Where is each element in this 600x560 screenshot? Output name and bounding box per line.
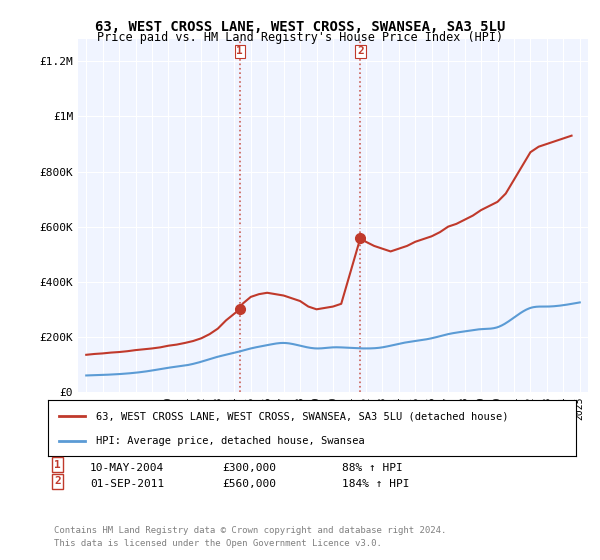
Text: 10-MAY-2004: 10-MAY-2004	[90, 463, 164, 473]
Text: 63, WEST CROSS LANE, WEST CROSS, SWANSEA, SA3 5LU: 63, WEST CROSS LANE, WEST CROSS, SWANSEA…	[95, 20, 505, 34]
Text: HPI: Average price, detached house, Swansea: HPI: Average price, detached house, Swan…	[95, 436, 364, 446]
Text: This data is licensed under the Open Government Licence v3.0.: This data is licensed under the Open Gov…	[54, 539, 382, 548]
Text: £300,000: £300,000	[222, 463, 276, 473]
Text: 01-SEP-2011: 01-SEP-2011	[90, 479, 164, 489]
Text: 1: 1	[54, 460, 61, 470]
Text: Price paid vs. HM Land Registry's House Price Index (HPI): Price paid vs. HM Land Registry's House …	[97, 31, 503, 44]
Text: 2: 2	[357, 46, 364, 56]
Text: 88% ↑ HPI: 88% ↑ HPI	[342, 463, 403, 473]
Text: Contains HM Land Registry data © Crown copyright and database right 2024.: Contains HM Land Registry data © Crown c…	[54, 526, 446, 535]
Text: 2: 2	[54, 477, 61, 487]
Text: 184% ↑ HPI: 184% ↑ HPI	[342, 479, 409, 489]
Text: £560,000: £560,000	[222, 479, 276, 489]
Text: 63, WEST CROSS LANE, WEST CROSS, SWANSEA, SA3 5LU (detached house): 63, WEST CROSS LANE, WEST CROSS, SWANSEA…	[95, 411, 508, 421]
Text: 1: 1	[236, 46, 243, 56]
